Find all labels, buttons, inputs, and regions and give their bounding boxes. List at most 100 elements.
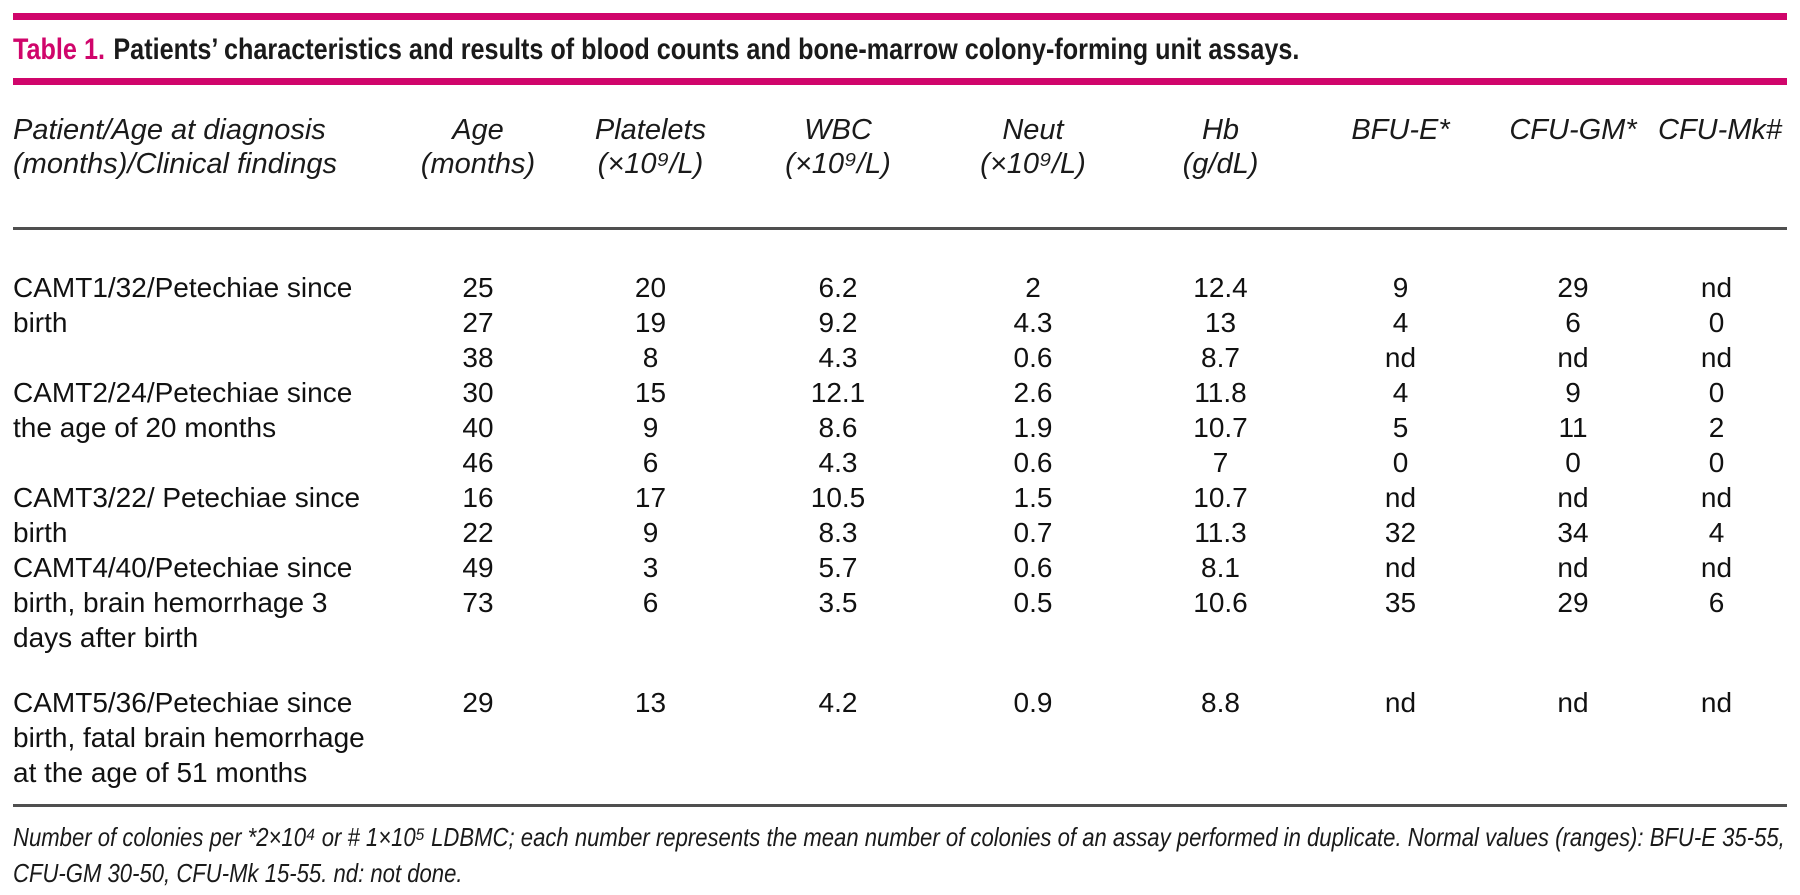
patient-cell: birth [13, 307, 68, 338]
value-cell [1488, 755, 1658, 790]
value-cell: 19 [634, 307, 667, 338]
value-cell: 11.8 [1194, 377, 1247, 408]
value-cell: nd [1700, 482, 1733, 513]
value-cell: 8.3 [818, 517, 858, 548]
value-cell [1488, 620, 1658, 655]
value-cell: 11.3 [1194, 517, 1247, 548]
value-cell: 27 [462, 307, 494, 338]
value-cell: 10.7 [1193, 412, 1248, 443]
table-row: birth, brain hemorrhage 3 73 6 3.5 0.5 10.6 35… [13, 585, 1787, 620]
table-row: CAMT1/32/Petechiae since 25 20 6.2 2 12.4 9 29 n… [13, 270, 1787, 305]
value-cell: 2 [1708, 412, 1725, 443]
value-cell [1313, 755, 1488, 790]
value-cell: 9 [642, 517, 659, 548]
value-cell: 22 [462, 517, 494, 548]
value-cell: 13 [1204, 307, 1237, 338]
header-line-2: (months)/Clinical findings [13, 148, 337, 180]
value-cell [938, 720, 1128, 755]
header-line-2: (months) [420, 148, 536, 180]
value-cell: 49 [462, 552, 494, 583]
value-cell: 32 [1384, 517, 1417, 548]
patient-cell: birth, brain hemorrhage 3 [13, 587, 328, 618]
patient-cell: CAMT4/40/Petechiae since [13, 552, 353, 583]
value-cell: 8.8 [1201, 687, 1240, 718]
value-cell: 12.1 [810, 377, 866, 408]
value-cell: 0 [1565, 447, 1581, 478]
value-cell: 16 [462, 482, 494, 513]
value-cell: 40 [462, 412, 494, 443]
value-cell: 6 [642, 587, 659, 618]
value-cell: 8.1 [1201, 552, 1240, 583]
table-row: the age of 20 months 40 9 8.6 1.9 10.7 5 11 2 [13, 410, 1787, 445]
value-cell: 30 [462, 377, 494, 408]
value-cell [393, 620, 563, 655]
header-line-2: (×10⁹/L) [785, 148, 891, 180]
value-cell: 29 [1557, 272, 1589, 303]
value-cell: nd [1700, 552, 1733, 583]
value-cell: 6.2 [818, 272, 858, 303]
top-accent-bar [13, 13, 1787, 20]
value-cell: nd [1557, 552, 1589, 583]
value-cell [1128, 755, 1313, 790]
value-cell: nd [1384, 687, 1417, 718]
value-cell: 0.6 [1013, 552, 1053, 583]
value-cell: 0.5 [1013, 587, 1053, 618]
value-cell [1313, 720, 1488, 755]
value-cell: nd [1700, 687, 1733, 718]
table-row: CAMT3/22/ Petechiae since 16 17 10.5 1.5 10.7… [13, 480, 1787, 515]
value-cell: 12.4 [1193, 272, 1248, 303]
header-cell: CFU-Mk# [1658, 113, 1782, 181]
value-cell: 29 [1557, 587, 1589, 618]
value-cell: nd [1384, 552, 1417, 583]
title-accent-bar [13, 78, 1787, 85]
value-cell: 0 [1708, 307, 1725, 338]
value-cell: 6 [1708, 587, 1725, 618]
header-line-1: WBC [804, 114, 872, 146]
value-cell: 46 [462, 447, 494, 478]
value-cell [1658, 620, 1775, 655]
value-cell: 0 [1708, 377, 1725, 408]
value-cell: 13 [634, 687, 667, 718]
value-cell: 4.2 [818, 687, 858, 718]
value-cell: 6 [1565, 307, 1581, 338]
value-cell: 35 [1384, 587, 1417, 618]
header-line-2: (×10⁹/L) [980, 148, 1086, 180]
value-cell [1488, 720, 1658, 755]
header-line-1: Platelets [594, 114, 707, 146]
value-cell: 4 [1392, 307, 1409, 338]
value-cell [938, 620, 1128, 655]
value-cell [738, 720, 938, 755]
value-cell: 4 [1708, 517, 1725, 548]
value-cell [563, 620, 738, 655]
value-cell: 8.6 [818, 412, 858, 443]
footnote-line-1: Number of colonies per *2×10⁴ or # 1×10⁵… [13, 822, 1785, 852]
table-row: at the age of 51 months [13, 755, 1787, 790]
value-cell: nd [1384, 482, 1417, 513]
value-cell: nd [1700, 342, 1733, 373]
table-header-row: Patient/Age at diagnosis (months)/Clinica… [13, 113, 1787, 181]
value-cell: 38 [462, 342, 494, 373]
patient-cell: birth, fatal brain hemorrhage [13, 722, 365, 753]
header-cell: Hb (g/dL) [1128, 113, 1313, 181]
header-cell: Neut (×10⁹/L) [938, 113, 1128, 181]
table-title-text: Patients’ characteristics and results of… [113, 33, 1300, 66]
value-cell: 5 [1392, 412, 1409, 443]
table-body: CAMT1/32/Petechiae since 25 20 6.2 2 12.4 9 29 n… [13, 270, 1787, 790]
footnote-line-2: CFU-GM 30-50, CFU-Mk 15-55. nd: not done… [13, 858, 463, 888]
patient-cell: at the age of 51 months [13, 757, 308, 788]
value-cell: 5.7 [818, 552, 858, 583]
value-cell [1658, 755, 1775, 790]
table-number-label: Table 1. [13, 33, 105, 66]
value-cell: 34 [1557, 517, 1589, 548]
patient-cell: CAMT1/32/Petechiae since [13, 272, 353, 303]
header-line-1: CFU-GM* [1509, 114, 1637, 146]
header-cell: WBC (×10⁹/L) [738, 113, 938, 181]
value-cell: 2 [1025, 272, 1041, 303]
header-line-1: Neut [1002, 114, 1064, 146]
table-row: days after birth [13, 620, 1787, 655]
header-line-1: BFU-E* [1351, 114, 1450, 146]
table-row: birth 27 19 9.2 4.3 13 4 6 0 [13, 305, 1787, 340]
value-cell [393, 720, 563, 755]
table-row: CAMT2/24/Petechiae since 30 15 12.1 2.6 11.8 4… [13, 375, 1787, 410]
value-cell: 8.7 [1201, 342, 1240, 373]
